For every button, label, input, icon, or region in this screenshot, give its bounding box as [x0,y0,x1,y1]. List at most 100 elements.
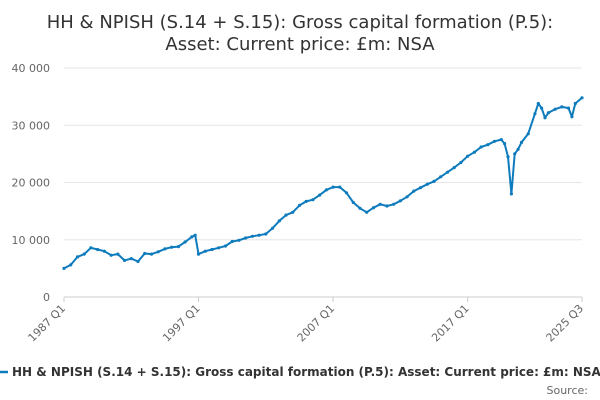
data-point[interactable] [425,182,429,186]
data-point[interactable] [378,202,382,206]
data-point[interactable] [543,116,547,120]
data-point[interactable] [439,175,443,179]
chart-title-line-2: Asset: Current price: £m: NSA [165,34,435,55]
data-point[interactable] [75,255,80,259]
data-point[interactable] [570,115,574,119]
y-tick-label: 40 000 [12,62,51,75]
y-tick-label: 30 000 [12,119,51,132]
data-point[interactable] [264,232,268,236]
data-point[interactable] [546,111,551,115]
data-point[interactable] [536,101,540,106]
data-point[interactable] [284,213,288,217]
data-point[interactable] [492,139,497,143]
data-point[interactable] [499,138,503,142]
data-point[interactable] [445,170,450,174]
data-point[interactable] [223,244,228,248]
data-point[interactable] [385,204,389,208]
data-point[interactable] [398,199,402,203]
grid [64,67,582,298]
data-point[interactable] [519,140,524,144]
data-point[interactable] [270,226,275,230]
data-point[interactable] [89,246,93,250]
data-point[interactable] [136,259,140,264]
legend-label: HH & NPISH (S.14 + S.15): Gross capital … [12,365,600,379]
data-point[interactable] [304,199,308,203]
data-point[interactable] [237,238,241,242]
y-tick-label: 10 000 [12,234,51,247]
data-point[interactable] [176,245,180,249]
data-point[interactable] [62,266,66,270]
data-point[interactable] [412,189,416,193]
data-point[interactable] [472,150,476,154]
data-point[interactable] [163,247,167,251]
data-point[interactable] [291,210,295,214]
legend[interactable]: HH & NPISH (S.14 + S.15): Gross capital … [0,365,600,379]
data-point[interactable] [513,152,517,156]
data-point[interactable] [297,203,302,207]
data-point[interactable] [116,252,120,256]
data-point[interactable] [358,206,362,210]
data-point[interactable] [96,247,100,252]
data-point[interactable] [553,107,557,111]
data-point[interactable] [324,188,328,192]
series-layer [62,96,584,270]
data-point[interactable] [486,143,490,147]
data-point[interactable] [183,240,187,244]
data-point[interactable] [365,210,369,214]
data-point[interactable] [392,202,396,206]
data-point[interactable] [193,233,197,237]
data-point[interactable] [506,155,510,159]
data-point[interactable] [149,252,154,256]
data-point[interactable] [170,245,174,249]
data-point[interactable] [516,147,520,151]
data-point[interactable] [560,105,564,109]
data-point[interactable] [156,250,160,254]
data-point[interactable] [250,234,254,238]
data-point[interactable] [432,179,436,183]
data-point[interactable] [503,142,507,146]
data-point[interactable] [371,206,376,210]
y-tick-label: 0 [43,291,50,304]
data-point[interactable] [102,249,106,253]
data-point[interactable] [540,106,544,110]
data-point[interactable] [318,193,322,197]
data-point[interactable] [277,219,281,223]
data-point[interactable] [257,233,261,237]
data-point[interactable] [203,249,207,253]
data-point[interactable] [452,166,456,170]
data-point[interactable] [69,263,73,267]
data-point[interactable] [196,252,201,256]
data-point[interactable] [190,235,194,239]
x-tick-label: 2025 Q3 [544,302,587,345]
data-point[interactable] [129,257,133,261]
data-point[interactable] [217,246,221,250]
data-point[interactable] [109,253,113,257]
data-point[interactable] [351,200,355,205]
data-point[interactable] [244,236,248,240]
data-point[interactable] [526,132,530,136]
data-point[interactable] [533,112,537,116]
x-tick-label: 1997 Q1 [160,302,203,345]
data-point[interactable] [143,251,147,256]
chart-title-line-1: HH & NPISH (S.14 + S.15): Gross capital … [47,12,553,33]
data-point[interactable] [122,258,127,262]
data-point[interactable] [459,160,463,165]
x-tick-label: 2017 Q1 [429,302,472,345]
data-point[interactable] [331,185,335,189]
data-point[interactable] [405,195,409,199]
data-point[interactable] [573,101,577,106]
data-point[interactable] [338,185,342,189]
data-point[interactable] [566,106,571,110]
data-point[interactable] [344,191,349,195]
data-point[interactable] [311,198,315,202]
source-label: Source: [547,384,589,397]
data-point[interactable] [466,154,470,158]
data-point[interactable] [580,96,584,100]
series-line [63,96,583,270]
data-point[interactable] [479,145,483,149]
data-point[interactable] [210,247,214,252]
data-point[interactable] [418,186,423,190]
data-point[interactable] [82,252,86,256]
data-point[interactable] [509,192,513,196]
data-point[interactable] [230,239,234,244]
